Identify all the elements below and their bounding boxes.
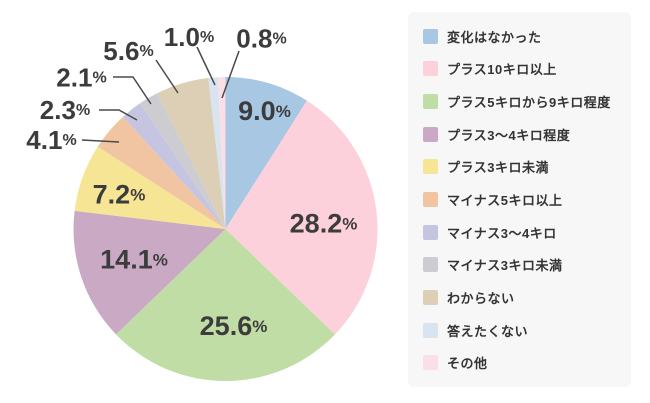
legend-item-1: プラス10キロ以上 <box>423 61 621 77</box>
slice-percentage-label-5: 4.1% <box>26 125 76 155</box>
pie-slice-7 <box>140 93 226 229</box>
pie-slice-3 <box>73 210 226 335</box>
legend-swatch <box>423 224 438 240</box>
legend-label: その他 <box>447 356 488 372</box>
legend-label: マイナス3キロ未満 <box>447 258 563 274</box>
pie-slice-0 <box>225 77 307 229</box>
legend-item-9: 答えたくない <box>423 322 621 339</box>
pie-slice-8 <box>157 77 226 229</box>
slice-percentage-label-10: 0.8% <box>236 24 286 54</box>
legend-item-10: その他 <box>423 355 621 371</box>
legend-label: プラス5キロから9キロ程度 <box>447 94 611 110</box>
leader-line-7 <box>113 76 152 105</box>
pie-slice-5 <box>97 116 226 229</box>
legend-item-4: プラス3キロ未満 <box>423 159 621 175</box>
legend-swatch <box>423 290 438 305</box>
legend-swatch <box>423 355 438 371</box>
pie-slice-9 <box>208 77 226 229</box>
slice-percentage-label-0: 9.0% <box>238 96 291 126</box>
slice-percentage-label-4: 7.2% <box>93 180 146 210</box>
legend-label: 答えたくない <box>447 323 529 339</box>
legend-label: マイナス3〜4キロ <box>447 225 557 241</box>
pie-slice-4 <box>74 146 226 229</box>
legend-label: プラス3〜4キロ程度 <box>447 127 571 143</box>
legend-swatch <box>423 191 438 207</box>
leader-line-8 <box>155 59 179 94</box>
slice-percentage-label-6: 2.3% <box>40 95 90 125</box>
slice-percentage-label-1: 28.2% <box>290 209 358 239</box>
legend-item-5: マイナス5キロ以上 <box>423 191 621 208</box>
legend-label: プラス10キロ以上 <box>447 62 557 78</box>
legend-label: わからない <box>447 291 515 306</box>
legend-panel: 変化はなかった プラス10キロ以上 プラス5キロから9キロ程度 プラス3〜4キロ… <box>408 12 631 387</box>
slice-percentage-label-9: 1.0% <box>164 22 214 52</box>
leader-line-6 <box>99 109 138 121</box>
pie-slice-2 <box>116 229 335 382</box>
slice-percentage-label-7: 2.1% <box>56 63 106 93</box>
slice-percentage-label-3: 14.1% <box>100 245 168 275</box>
legend-swatch <box>423 159 438 175</box>
pie-slice-1 <box>225 100 378 335</box>
legend-swatch <box>423 93 438 109</box>
slice-percentage-label-2: 25.6% <box>200 311 268 341</box>
legend-swatch <box>423 61 438 77</box>
legend-item-7: マイナス3キロ未満 <box>423 257 621 273</box>
legend-label: マイナス5キロ以上 <box>447 192 563 208</box>
legend-item-2: プラス5キロから9キロ程度 <box>423 93 621 110</box>
legend-swatch <box>423 322 438 338</box>
legend-label: 変化はなかった <box>447 29 542 45</box>
legend-item-3: プラス3〜4キロ程度 <box>423 126 621 143</box>
legend-item-0: 変化はなかった <box>423 28 621 45</box>
legend-label: プラス3キロ未満 <box>447 160 549 176</box>
pie-slice-6 <box>122 103 226 229</box>
slice-percentage-label-8: 5.6% <box>103 36 153 66</box>
leader-line-10 <box>221 50 240 99</box>
legend-item-6: マイナス3〜4キロ <box>423 224 621 241</box>
legend-swatch <box>423 126 438 142</box>
pie-chart: 9.0% 28.2% 25.6% 14.1% 7.2% 4.1%2.3%2.1%5.6% 1… <box>26 22 378 382</box>
legend-swatch <box>423 28 438 44</box>
leader-line-9 <box>196 46 216 86</box>
leader-line-5 <box>81 139 120 143</box>
legend-swatch <box>423 257 438 273</box>
pie-slice-10 <box>217 76 226 229</box>
legend-item-8: わからない <box>423 290 621 306</box>
